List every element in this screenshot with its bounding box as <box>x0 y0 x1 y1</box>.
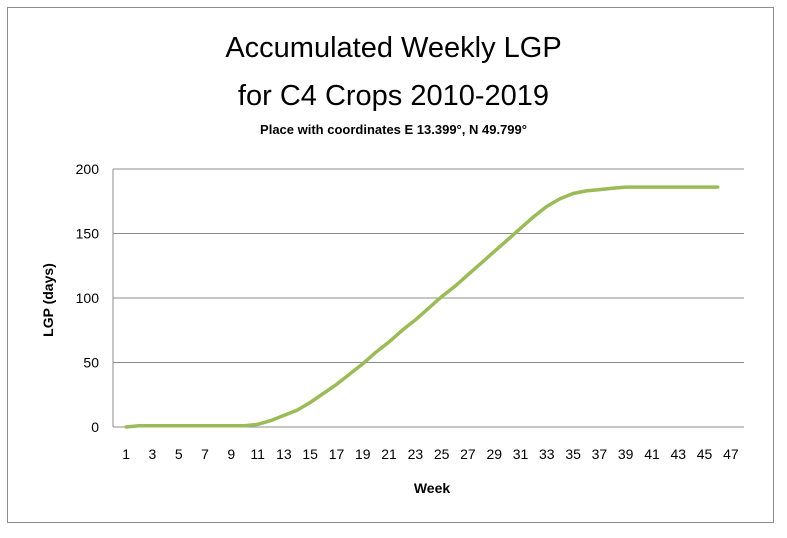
x-tick-label: 27 <box>460 446 476 462</box>
x-tick-label: 37 <box>592 446 608 462</box>
x-tick-label: 23 <box>408 446 424 462</box>
x-tick-label: 47 <box>723 446 739 462</box>
x-tick-label: 11 <box>250 446 265 462</box>
series-line-lgp <box>124 185 720 429</box>
chart-subtitle: Place with coordinates E 13.399°, N 49.7… <box>260 122 527 137</box>
x-tick-label: 19 <box>355 446 371 462</box>
chart-title-line1: Accumulated Weekly LGP <box>225 32 562 64</box>
y-tick-labels: 0 50 100 150 200 <box>76 161 100 435</box>
x-axis-title: Week <box>414 480 451 496</box>
x-tick-labels: 1 3 5 7 9 11 13 15 17 19 21 23 25 27 29 31 33 35 37 39 41 43 4… <box>122 446 739 462</box>
x-tick-label: 33 <box>539 446 555 462</box>
x-tick-label: 43 <box>670 446 686 462</box>
chart-frame <box>7 7 774 523</box>
chart-title-line2: for C4 Crops 2010-2019 <box>237 80 550 112</box>
x-tick-label: 35 <box>565 446 581 462</box>
x-tick-label: 31 <box>513 446 529 462</box>
x-tick-label: 5 <box>175 446 183 462</box>
x-tick-label: 25 <box>434 446 450 462</box>
x-tick-label: 39 <box>618 446 634 462</box>
y-tick-label: 0 <box>91 419 99 435</box>
x-tick-label: 9 <box>227 446 235 462</box>
y-tick-label: 150 <box>76 226 100 242</box>
series-group <box>124 185 720 429</box>
x-tick-label: 15 <box>302 446 318 462</box>
x-tick-label: 7 <box>201 446 209 462</box>
y-tick-label: 200 <box>76 161 100 177</box>
y-axis-title: LGP (days) <box>40 263 56 337</box>
x-tick-label: 21 <box>381 446 397 462</box>
x-tick-label: 1 <box>122 446 130 462</box>
y-tick-label: 50 <box>83 355 99 371</box>
x-tick-label: 45 <box>697 446 713 462</box>
x-tick-label: 29 <box>486 446 502 462</box>
x-tick-label: 41 <box>644 446 660 462</box>
x-tick-label: 3 <box>149 446 157 462</box>
x-tick-label: 17 <box>329 446 345 462</box>
gridlines <box>112 168 744 428</box>
x-tick-label: 13 <box>276 446 292 462</box>
y-tick-label: 100 <box>76 290 100 306</box>
